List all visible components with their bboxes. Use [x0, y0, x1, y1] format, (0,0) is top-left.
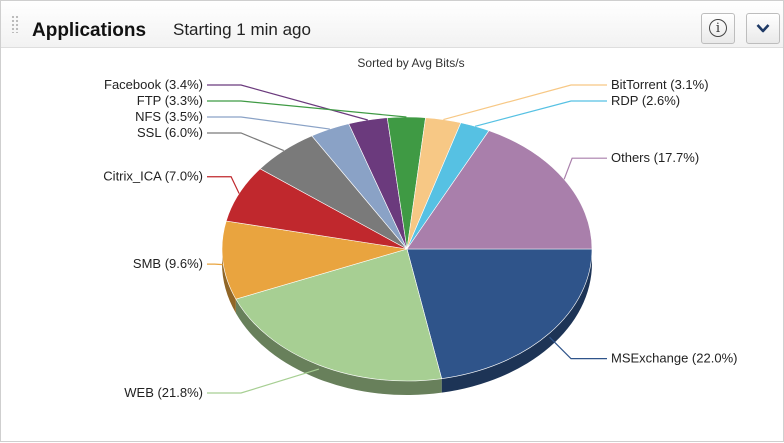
- slice-label-smb: SMB (9.6%): [133, 256, 203, 271]
- leader-line-ssl: [207, 133, 284, 151]
- leader-line-citrix-ica: [207, 177, 239, 194]
- leader-line-nfs: [207, 117, 330, 129]
- slice-label-web: WEB (21.8%): [124, 385, 203, 400]
- pie-slices: [222, 117, 592, 381]
- slice-label-citrix-ica: Citrix_ICA (7.0%): [103, 169, 203, 184]
- slice-label-others: Others (17.7%): [611, 150, 699, 165]
- chart-title: Sorted by Avg Bits/s: [357, 56, 464, 70]
- leader-line-facebook: [207, 85, 368, 120]
- slice-label-facebook: Facebook (3.4%): [104, 77, 203, 92]
- leader-line-msexchange: [550, 337, 607, 358]
- slice-label-rdp: RDP (2.6%): [611, 93, 680, 108]
- slice-label-ssl: SSL (6.0%): [137, 125, 203, 140]
- leader-line-others: [564, 158, 607, 179]
- leader-line-web: [207, 369, 319, 393]
- leader-line-rdp: [475, 101, 607, 126]
- slice-label-nfs: NFS (3.5%): [135, 109, 203, 124]
- leader-line-bittorrent: [443, 85, 607, 120]
- slice-label-msexchange: MSExchange (22.0%): [611, 351, 737, 366]
- slice-label-bittorrent: BitTorrent (3.1%): [611, 77, 709, 92]
- slice-label-ftp: FTP (3.3%): [137, 93, 203, 108]
